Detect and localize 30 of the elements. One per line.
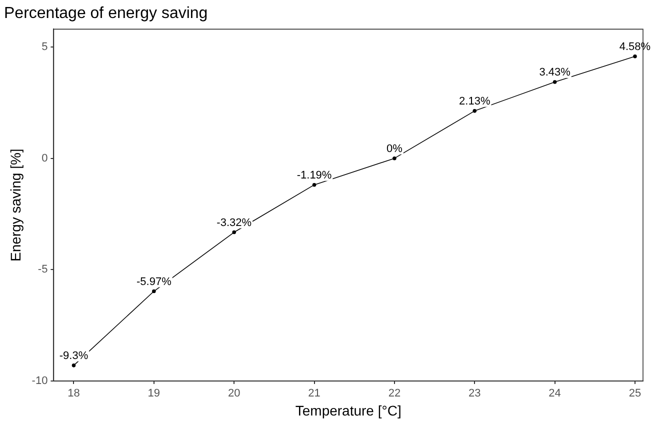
data-label: -5.97%	[136, 276, 172, 288]
x-tick-label: 23	[468, 388, 481, 400]
point	[72, 364, 76, 368]
data-label: -1.19%	[296, 169, 332, 182]
x-tick-label: 24	[548, 388, 561, 400]
y-tick-label: -5	[38, 264, 48, 276]
point	[633, 54, 637, 58]
point	[232, 230, 236, 234]
point	[552, 80, 557, 84]
x-tick-label: 19	[148, 388, 160, 400]
y-tick-label: 0	[42, 152, 48, 164]
y-tick-label: 5	[42, 41, 48, 54]
x-tick-label: 25	[628, 388, 642, 400]
point	[392, 156, 396, 160]
data-label: -9.3%	[59, 350, 88, 362]
data-label: 3.43%	[539, 66, 571, 78]
x-axis-title: Temperature [°C]	[295, 402, 402, 418]
chart-title: Percentage of energy saving	[4, 5, 208, 22]
data-label: 2.13%	[459, 95, 490, 108]
x-tick-label: 20	[228, 388, 240, 400]
point	[152, 289, 156, 294]
x-tick-label: 21	[308, 388, 320, 400]
x-tick-label: 22	[388, 388, 401, 400]
x-tick-label: 18	[68, 388, 80, 400]
y-axis-title: Energy saving [%]	[7, 148, 24, 262]
y-tick-label: -10	[32, 375, 48, 388]
point	[472, 109, 477, 113]
data-label: 0%	[386, 142, 403, 155]
point	[312, 182, 316, 187]
data-label: -3.32%	[216, 216, 252, 229]
